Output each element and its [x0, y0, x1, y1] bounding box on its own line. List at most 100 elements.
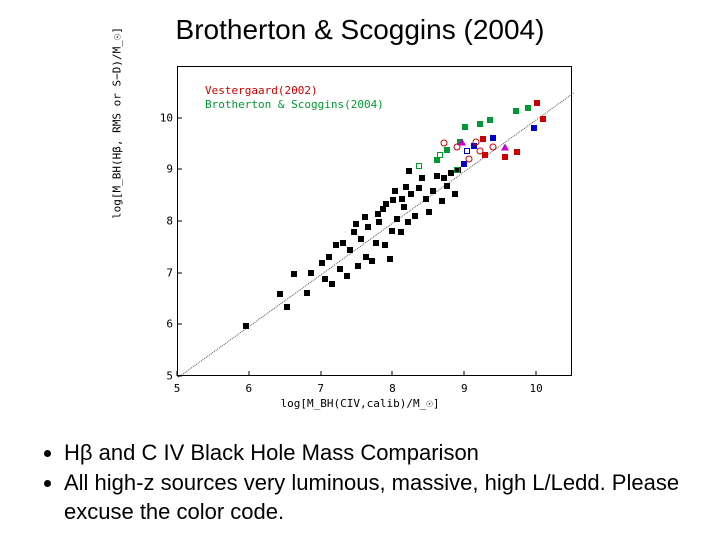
data-point [434, 157, 440, 163]
x-axis-label: log[M_BH(CIV,calib)/M_☉] [281, 397, 440, 410]
data-point [444, 147, 450, 153]
data-point [376, 219, 382, 225]
data-point [401, 204, 407, 210]
data-point [277, 291, 283, 297]
scatter-chart: Vestergaard(2002)Brotherton & Scoggins(2… [115, 54, 605, 414]
data-point [439, 198, 445, 204]
data-point [490, 135, 496, 141]
data-point [452, 191, 458, 197]
data-point [465, 155, 472, 162]
data-point [430, 188, 436, 194]
data-point [392, 188, 398, 194]
y-tick: 9 [153, 163, 173, 176]
data-point [531, 125, 537, 131]
data-point [382, 242, 388, 248]
data-point [477, 121, 483, 127]
x-tick: 7 [317, 382, 324, 395]
data-point [441, 175, 447, 181]
data-point [358, 236, 364, 242]
data-point [326, 254, 332, 260]
data-point [406, 168, 412, 174]
data-point [403, 184, 409, 190]
data-point [322, 276, 328, 282]
data-point [487, 117, 493, 123]
bullet-list: Hβ and C IV Black Hole Mass Comparison A… [40, 438, 720, 527]
data-point [482, 152, 488, 158]
data-point [365, 224, 371, 230]
x-tick: 9 [461, 382, 468, 395]
data-point [419, 175, 425, 181]
bullet-item: Hβ and C IV Black Hole Mass Comparison [64, 438, 720, 468]
data-point [434, 173, 440, 179]
data-point [389, 228, 395, 234]
x-tick: 5 [174, 382, 181, 395]
x-tick: 8 [389, 382, 396, 395]
y-axis-label: log[M_BH(Hβ, RMS or S−D)/M_☉] [111, 27, 124, 219]
y-tick: 7 [153, 266, 173, 279]
data-point [444, 183, 450, 189]
data-point [375, 211, 381, 217]
data-point [291, 271, 297, 277]
data-point [394, 216, 400, 222]
data-point [423, 196, 429, 202]
data-point [369, 258, 375, 264]
data-point [398, 229, 404, 235]
legend-entry: Brotherton & Scoggins(2004) [205, 98, 384, 112]
data-point [408, 191, 414, 197]
data-point [416, 163, 422, 169]
x-tick: 6 [246, 382, 253, 395]
data-point [440, 140, 447, 147]
bullet-item: All high-z sources very luminous, massiv… [64, 468, 720, 527]
data-point [319, 260, 325, 266]
data-point [284, 304, 290, 310]
data-point [304, 290, 310, 296]
chart-legend: Vestergaard(2002)Brotherton & Scoggins(2… [205, 84, 384, 112]
data-point [390, 197, 396, 203]
data-point [373, 240, 379, 246]
data-point [437, 152, 443, 158]
data-point [362, 214, 368, 220]
data-point [387, 256, 393, 262]
data-point [458, 138, 466, 145]
y-tick: 8 [153, 215, 173, 228]
data-point [514, 149, 520, 155]
y-tick: 5 [153, 370, 173, 383]
y-tick: 6 [153, 318, 173, 331]
data-point [399, 196, 405, 202]
plot-frame [177, 66, 572, 376]
data-point [476, 147, 483, 154]
data-point [380, 206, 386, 212]
data-point [308, 270, 314, 276]
data-point [513, 108, 519, 114]
data-point [344, 273, 350, 279]
data-point [333, 242, 339, 248]
data-point [340, 240, 346, 246]
data-point [405, 219, 411, 225]
data-point [502, 154, 508, 160]
data-point [347, 247, 353, 253]
y-tick: 10 [153, 111, 173, 124]
data-point [383, 201, 389, 207]
data-point [501, 144, 509, 151]
legend-entry: Vestergaard(2002) [205, 84, 384, 98]
data-point [353, 221, 359, 227]
page-title: Brotherton & Scoggins (2004) [0, 0, 720, 54]
data-point [454, 167, 460, 173]
data-point [540, 116, 546, 122]
data-point [412, 213, 418, 219]
data-point [473, 138, 480, 145]
data-point [464, 148, 470, 154]
data-point [525, 105, 531, 111]
x-tick: 10 [529, 382, 542, 395]
data-point [462, 124, 468, 130]
data-point [480, 136, 486, 142]
data-point [355, 263, 361, 269]
data-point [416, 185, 422, 191]
data-point [534, 100, 540, 106]
data-point [461, 161, 467, 167]
data-point [426, 209, 432, 215]
data-point [337, 266, 343, 272]
fit-line [178, 93, 574, 378]
data-point [243, 323, 249, 329]
data-point [489, 144, 496, 151]
